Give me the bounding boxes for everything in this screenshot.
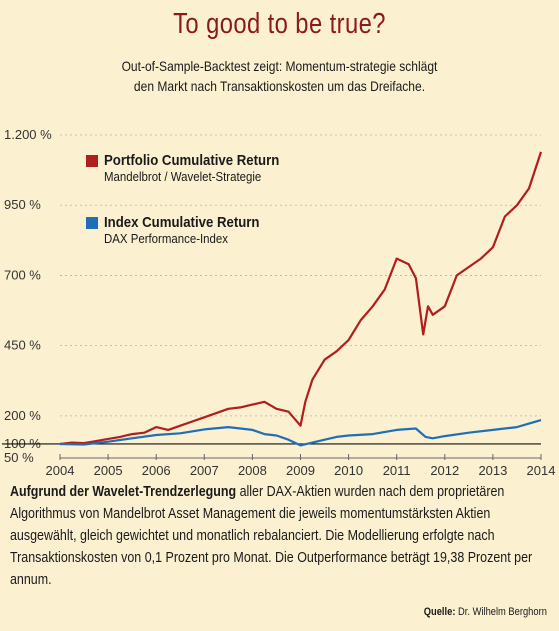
source-value: Dr. Wilhelm Berghorn [458, 606, 547, 618]
chart-title: To good to be true? [173, 8, 386, 40]
source-note: Quelle: Dr. Wilhelm Berghorn [424, 606, 547, 618]
x-tick-label: 2006 [142, 463, 171, 478]
x-tick-label: 2014 [527, 463, 556, 478]
index-line [59, 419, 542, 447]
legend-portfolio-desc: Mandelbrot / Wavelet-Strategie [104, 169, 262, 184]
y-tick-label: 1.200 % [4, 127, 52, 142]
x-tick-label: 2011 [383, 463, 411, 478]
legend-index-desc: DAX Performance-Index [104, 231, 228, 246]
y-tick-label: 50 % [4, 450, 34, 465]
description-text: Aufgrund der Wavelet-Trendzerlegung alle… [10, 481, 550, 591]
y-tick-label: 450 % [4, 338, 41, 353]
y-tick-label: 950 % [4, 197, 41, 212]
legend-portfolio: Portfolio Cumulative Return Mandelbrot /… [86, 152, 303, 184]
x-tick-label: 2005 [94, 463, 123, 478]
description-rest: aller DAX-Aktien wurden nach dem proprie… [10, 484, 533, 588]
subtitle-line-1: Out-of-Sample-Backtest zeigt: Momentum-s… [121, 58, 438, 74]
x-tick-label: 2012 [430, 463, 459, 478]
description-lead: Aufgrund der Wavelet-Trendzerlegung [10, 484, 237, 500]
chart-subtitle: Out-of-Sample-Backtest zeigt: Momentum-s… [39, 56, 520, 96]
source-label: Quelle: [423, 606, 456, 618]
legend-index: Index Cumulative Return DAX Performance-… [86, 214, 281, 246]
legend-portfolio-swatch [86, 154, 98, 167]
x-tick-label: 2008 [238, 463, 267, 478]
legend-index-swatch [86, 216, 98, 229]
x-tick-label: 2009 [286, 463, 315, 478]
legend-portfolio-name: Portfolio Cumulative Return [104, 152, 280, 169]
x-tick-label: 2010 [334, 463, 363, 478]
portfolio-line [59, 151, 543, 446]
x-tick-label: 2007 [190, 463, 219, 478]
legend-index-name: Index Cumulative Return [104, 214, 260, 231]
subtitle-line-2: den Markt nach Transaktionskosten um das… [133, 78, 426, 94]
x-tick-label: 2013 [478, 463, 507, 478]
y-tick-label: 700 % [4, 267, 41, 282]
x-tick-label: 2004 [46, 463, 75, 478]
line-chart: 1.200 %950 %700 %450 %200 %100 %50 %2004… [2, 127, 556, 478]
y-tick-label: 200 % [4, 408, 41, 423]
